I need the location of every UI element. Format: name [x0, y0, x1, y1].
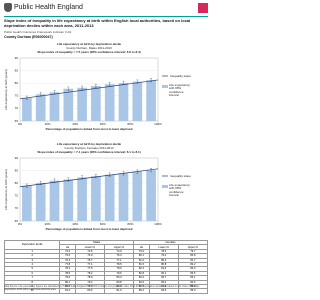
title: Slope index of inequality in life expect…: [4, 18, 191, 28]
bar: [77, 87, 87, 121]
x-tick-label: 0%: [18, 222, 23, 226]
error-bar: [150, 78, 153, 83]
x-tick-label: 20%: [45, 122, 51, 126]
chart-annotation: Slope index of inequality = 7.1 years (9…: [37, 150, 140, 154]
x-tick-label: 80%: [127, 122, 133, 126]
x-tick-label: 100%: [154, 122, 162, 126]
slope-line: [19, 79, 159, 100]
bar: [146, 170, 156, 221]
bar: [132, 171, 143, 221]
x-tick-label: 40%: [72, 222, 78, 226]
chart: Life expectancy at birth by deprivation …: [4, 142, 191, 231]
y-axis-title: Life expectancy at birth (years): [4, 169, 8, 210]
y-tick-label: 85: [15, 168, 19, 172]
legend-swatch: [162, 185, 168, 188]
chart-title: Life expectancy at birth by deprivation …: [57, 42, 122, 46]
bar: [118, 173, 129, 221]
legend-label: Inequality slope: [170, 74, 191, 78]
page: Public Health England Slope index of ine…: [3, 3, 209, 294]
slope-line: [19, 168, 159, 188]
bar: [91, 176, 101, 221]
area: County Durham (E06000047): [4, 35, 53, 39]
error-bar: [150, 168, 153, 173]
cell: 85.9: [177, 288, 209, 294]
bar: [132, 81, 143, 121]
x-tick-label: 60%: [100, 222, 106, 226]
error-bar: [67, 86, 70, 91]
y-tick-label: 90: [15, 156, 19, 160]
bar: [49, 92, 60, 121]
bar: [77, 177, 87, 221]
bar: [35, 182, 46, 221]
cell: 81.9: [103, 288, 135, 294]
x-axis-title: Percentage of population ranked from mos…: [46, 127, 133, 131]
x-tick-label: 40%: [72, 122, 78, 126]
legend-label: Inequality slope: [170, 174, 191, 178]
y-tick-label: 75: [15, 94, 19, 98]
x-axis-title: Percentage of population ranked from mos…: [46, 227, 133, 231]
row: 10 81.2 80.5 81.9 85.2 84.5 85.9: [3, 288, 209, 294]
y-tick-label: 80: [15, 81, 19, 85]
x-tick-label: 100%: [154, 222, 162, 226]
header-cell: Deprivation decile: [3, 240, 61, 250]
y-tick-label: 70: [15, 206, 19, 210]
x-tick-label: 20%: [45, 222, 51, 226]
footer: Data Source: Life expectancy figures are…: [4, 285, 200, 291]
y-tick-label: 90: [15, 56, 19, 60]
chart-annotation: Slope index of inequality = 7.5 years (9…: [37, 50, 140, 54]
legend-swatch: [162, 85, 168, 88]
y-tick-label: 65: [15, 119, 19, 123]
brand: Public Health England: [14, 4, 83, 11]
y-axis-title: Life expectancy at birth (years): [4, 69, 8, 110]
bar: [22, 185, 32, 221]
bar: [22, 97, 32, 121]
bar: [118, 82, 129, 121]
y-tick-label: 80: [15, 181, 19, 185]
error-bar: [108, 82, 111, 87]
subtitle: Public Health Outcomes Framework indicat…: [4, 30, 72, 34]
chart: Life expectancy at birth by deprivation …: [4, 42, 191, 131]
error-bar: [94, 174, 97, 179]
legend-item: Life expectancy with 95% confidence inte…: [169, 184, 190, 198]
error-bar: [108, 172, 111, 177]
legend-label: Life expectancy with 95% confidence inte…: [169, 84, 190, 98]
legend-label: Life expectancy with 95% confidence inte…: [169, 184, 190, 198]
bar: [35, 94, 46, 121]
bar: [104, 84, 115, 121]
bar: [49, 180, 60, 221]
legend-item: Life expectancy with 95% confidence inte…: [169, 84, 190, 98]
bar: [104, 174, 115, 221]
bar: [146, 80, 156, 121]
x-tick-label: 60%: [100, 122, 106, 126]
logo: [198, 3, 208, 13]
chart-title: Life expectancy at birth by deprivation …: [57, 142, 122, 146]
y-tick-label: 85: [15, 68, 19, 72]
bar: [91, 85, 101, 121]
crest: [4, 3, 12, 12]
rule: [4, 16, 208, 17]
x-tick-label: 0%: [18, 122, 23, 126]
cell: 10: [3, 288, 61, 294]
y-tick-label: 75: [15, 194, 19, 198]
y-tick-label: 70: [15, 106, 19, 110]
x-tick-label: 80%: [127, 222, 133, 226]
error-bar: [94, 84, 97, 88]
error-bar: [81, 85, 84, 90]
bar: [63, 88, 74, 121]
chart-subtitle: County Durham, Females 2011-2013: [64, 146, 113, 150]
table: Deprivation decile Males Females LE Lower CI…: [3, 239, 209, 294]
bar: [63, 179, 74, 221]
y-tick-label: 65: [15, 219, 19, 223]
chart-subtitle: County Durham, Males 2011-2013: [66, 46, 112, 50]
